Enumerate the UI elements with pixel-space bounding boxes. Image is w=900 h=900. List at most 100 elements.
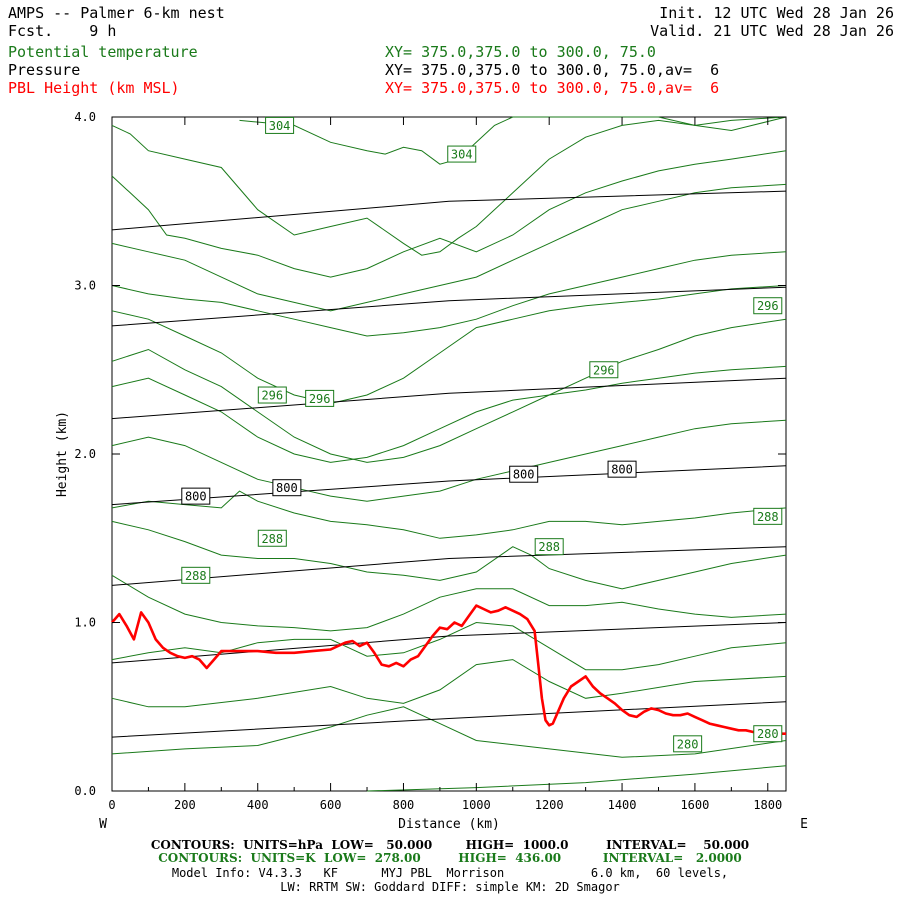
- theta-contour-label-box: [589, 361, 619, 379]
- theta-contour-label-text: 288: [538, 540, 560, 554]
- theta-contour-line: [366, 765, 787, 792]
- pressure-contour-label-box: [181, 487, 211, 505]
- forecast-hour: Fcst. 9 h: [8, 22, 117, 40]
- theta-contour-label: 288: [534, 538, 564, 556]
- theta-contour-label-text: 296: [309, 392, 331, 406]
- pbl-height-series: [111, 604, 786, 735]
- theta-contour-label-box: [673, 735, 703, 753]
- theta-contour-label: 296: [305, 389, 335, 407]
- model-info: Model Info: V4.3.3 KF MYJ PBL Morrison 6…: [171, 866, 729, 880]
- theta-contour-info: CONTOURS: UNITS=K LOW= 278.00 HIGH= 436.…: [158, 851, 742, 865]
- theta-contour-label-box: [265, 116, 295, 134]
- x-tick-label: 0: [108, 798, 115, 812]
- theta-contour-label-box: [257, 529, 287, 547]
- theta-contour-line: [111, 706, 787, 758]
- theta-contour-label-text: 288: [261, 532, 283, 546]
- theta-contour-line: [111, 318, 787, 463]
- theta-contour-line: [111, 116, 787, 256]
- west-end-label: W: [99, 817, 107, 832]
- theta-contour-label-box: [181, 566, 211, 584]
- theta-contour-label-box: [753, 725, 783, 743]
- init-time: Init. 12 UTC Wed 28 Jan 26: [659, 4, 894, 22]
- pressure-contour-label-box: [607, 460, 637, 478]
- theta-contour-label: 296: [589, 361, 619, 379]
- theta-contour-label: 288: [181, 566, 211, 584]
- theta-contour-label-box: [305, 389, 335, 407]
- legend-theta-name: Potential temperature: [8, 43, 198, 61]
- theta-contour-label: 296: [753, 297, 783, 315]
- theta-contour-label-text: 280: [757, 727, 779, 741]
- pbl-height-line: [111, 604, 786, 735]
- pressure-contour-line: [111, 465, 787, 506]
- theta-contour-line: [111, 419, 787, 502]
- theta-contour-line: [111, 365, 787, 463]
- pressure-contour-label-text: 800: [185, 490, 207, 504]
- x-tick-label: 400: [247, 798, 269, 812]
- pressure-contour-info: CONTOURS: UNITS=hPa LOW= 50.000 HIGH= 10…: [150, 838, 750, 852]
- theta-contour-label: 304: [265, 116, 295, 134]
- theta-contour-label: 280: [673, 735, 703, 753]
- pressure-contour-line: [111, 546, 787, 586]
- theta-contour-label-box: [257, 386, 287, 404]
- theta-contour-line: [111, 490, 787, 539]
- pressure-contour-line: [111, 286, 787, 327]
- x-tick-label: 1400: [608, 798, 637, 812]
- pressure-contour-label-text: 800: [611, 463, 633, 477]
- theta-contour-label-box: [534, 538, 564, 556]
- y-tick-label: 4.0: [74, 110, 96, 124]
- pressure-contour-line: [111, 701, 787, 738]
- theta-contour-label-box: [753, 507, 783, 525]
- theta-contour-line: [111, 520, 787, 590]
- pressure-contour-label: 800: [607, 460, 637, 478]
- theta-contour-line: [111, 285, 787, 405]
- contour-labels: 304 304 296 296 296 296 288 288 288 288 280 280 800 8…: [181, 116, 783, 753]
- pressure-contour-line: [111, 377, 787, 420]
- theta-contour-line: [111, 621, 787, 671]
- y-tick-label: 1.0: [74, 616, 96, 630]
- pressure-contour-line: [111, 622, 787, 664]
- x-tick-label: 1000: [462, 798, 491, 812]
- x-tick-label: 800: [393, 798, 415, 812]
- legend-pbl-name: PBL Height (km MSL): [8, 79, 180, 97]
- x-tick-label: 1600: [680, 798, 709, 812]
- theta-contour-line: [111, 659, 787, 708]
- theta-contour-line: [111, 251, 787, 337]
- pressure-contour-label-box: [272, 479, 302, 497]
- valid-time: Valid. 21 UTC Wed 28 Jan 26: [650, 22, 894, 40]
- legend-pressure-name: Pressure: [8, 61, 81, 79]
- axes: 0 200 400 600 800 1000 1200 1400 1600 1800 0.0 1.0 2…: [74, 110, 786, 812]
- east-end-label: E: [800, 817, 808, 832]
- theta-contour-label: 304: [447, 145, 477, 163]
- theta-contour-label-text: 304: [451, 148, 473, 162]
- theta-contour-label-text: 296: [261, 389, 283, 403]
- pressure-contour-label-box: [509, 465, 539, 483]
- plot-frame: [111, 116, 787, 792]
- y-tick-label: 2.0: [74, 447, 96, 461]
- pressure-contour-label-text: 800: [513, 468, 535, 482]
- y-tick-label: 0.0: [74, 784, 96, 798]
- theta-contour-label: 288: [753, 507, 783, 525]
- legend-pressure-xy: XY= 375.0,375.0 to 300.0, 75.0,av= 6: [385, 61, 720, 79]
- theta-contour-label: 296: [257, 386, 287, 404]
- theta-contour-label-text: 280: [677, 737, 699, 751]
- theta-contour-label-text: 296: [593, 363, 615, 377]
- legend-theta-xy: XY= 375.0,375.0 to 300.0, 75.0: [385, 43, 656, 61]
- y-tick-label: 3.0: [74, 279, 96, 293]
- theta-contour-line: [111, 183, 787, 312]
- physics-info: LW: RRTM SW: Goddard DIFF: simple KM: 2D…: [280, 880, 620, 894]
- x-tick-label: 1200: [535, 798, 564, 812]
- x-tick-label: 1800: [753, 798, 782, 812]
- pressure-contour-label-text: 800: [276, 481, 298, 495]
- x-axis-label: Distance (km): [398, 817, 500, 832]
- theta-contour-label: 280: [753, 725, 783, 743]
- theta-contour-line: [111, 150, 787, 278]
- pressure-contours: [111, 190, 787, 738]
- theta-contour-label-box: [753, 297, 783, 315]
- theta-contour-label: 288: [257, 529, 287, 547]
- theta-contour-line: [111, 574, 787, 632]
- pressure-contour-label: 800: [272, 479, 302, 497]
- legend-pbl-xy: XY= 375.0,375.0 to 300.0, 75.0,av= 6: [385, 79, 720, 97]
- theta-contour-label-text: 288: [757, 510, 779, 524]
- x-tick-label: 200: [174, 798, 196, 812]
